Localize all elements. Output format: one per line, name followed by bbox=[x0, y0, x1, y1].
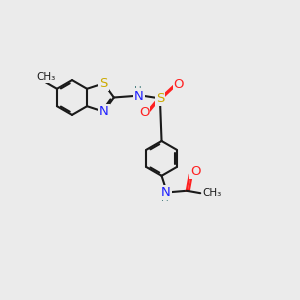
Text: N: N bbox=[134, 89, 144, 103]
Text: O: O bbox=[190, 165, 200, 178]
Text: S: S bbox=[156, 92, 164, 105]
Text: O: O bbox=[139, 106, 149, 119]
Text: N: N bbox=[161, 186, 171, 199]
Text: CH₃: CH₃ bbox=[36, 72, 56, 82]
Text: H: H bbox=[134, 85, 142, 96]
Text: H: H bbox=[161, 193, 168, 203]
Text: O: O bbox=[174, 78, 184, 91]
Text: N: N bbox=[99, 105, 109, 118]
Text: S: S bbox=[99, 77, 108, 90]
Text: CH₃: CH₃ bbox=[202, 188, 222, 198]
